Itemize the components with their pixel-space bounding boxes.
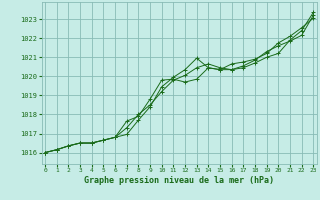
X-axis label: Graphe pression niveau de la mer (hPa): Graphe pression niveau de la mer (hPa) [84, 176, 274, 185]
